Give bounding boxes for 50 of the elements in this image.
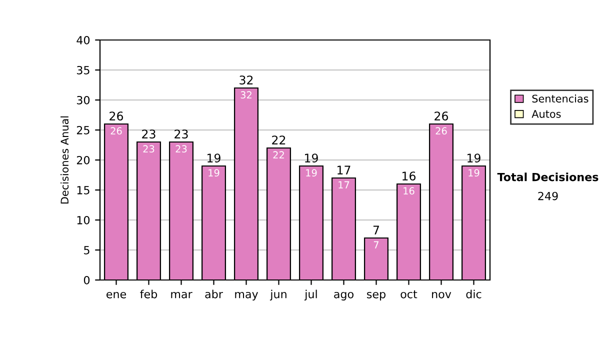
y-tick-label: 20 [76,156,90,164]
data-label: 17 [338,181,350,188]
legend-label: Sentencias [532,94,588,103]
data-label: 19 [306,169,317,177]
total-label: 32 [240,76,253,85]
data-label: 16 [404,187,414,195]
legend-label: Autos [532,110,561,118]
data-label: 32 [240,91,252,99]
y-tick-label: 15 [77,186,90,194]
y-tick-label: 30 [76,96,90,104]
x-tick-label: may [235,292,258,300]
x-tick-label: feb [140,290,158,298]
total-label: 22 [272,136,286,144]
total-label: 23 [174,130,188,139]
y-tick-label: 0 [84,276,90,284]
y-tick-label: 10 [77,216,90,224]
x-tick-label: ene [106,292,126,298]
total-label: 19 [305,154,318,163]
data-label: 26 [436,127,447,135]
total-label: 19 [208,154,220,163]
x-tick-label: dic [466,290,482,298]
data-label: 23 [143,145,154,153]
data-label: 23 [176,145,187,153]
total-label: 19 [468,154,480,163]
total-label: 16 [402,172,416,181]
x-tick-label: oct [400,290,418,298]
y-tick-label: 35 [76,66,90,74]
x-tick-label: ago [334,292,354,300]
x-tick-label: mar [171,292,192,298]
data-label: 19 [468,169,480,177]
y-axis-title: Decisiones Anual [60,116,69,204]
data-label: 7 [374,241,379,248]
total-label: 7 [373,226,379,234]
data-label: 26 [110,127,122,135]
data-label: 22 [273,151,284,158]
text: 249 [538,192,558,200]
x-tick-label: abr [205,290,223,298]
x-tick-label: jul [304,290,317,300]
x-tick-label: nov [432,292,452,298]
data-label: 19 [208,169,220,177]
total-label: 26 [110,112,124,121]
total-label: 26 [434,112,448,121]
y-tick-label: 25 [76,126,90,134]
y-tick-label: 40 [76,36,90,44]
total-label: 23 [142,130,156,139]
x-tick-label: sep [367,292,386,300]
x-tick-label: jun [270,290,286,300]
text: Total Decisiones [497,172,598,182]
total-label: 17 [338,166,350,174]
y-tick-label: 5 [84,246,90,254]
